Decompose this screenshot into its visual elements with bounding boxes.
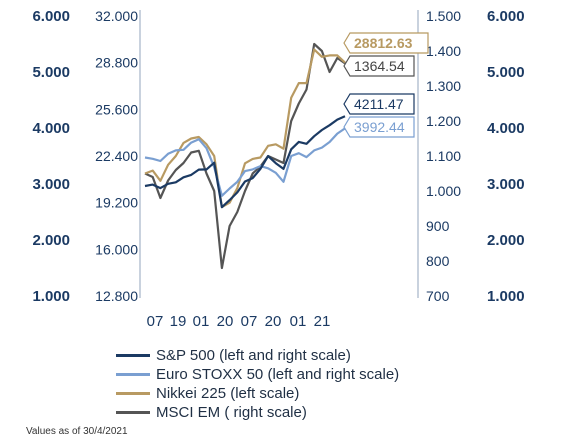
tick-label-inner-left-4: 19.200 (95, 195, 138, 211)
tick-label-inner-right-7: 800 (426, 253, 450, 269)
tick-label-outer-left-3: 3.000 (32, 176, 70, 193)
legend-item-nikkei: Nikkei 225 (left scale) (116, 384, 399, 403)
legend-swatch-sp500 (116, 354, 150, 357)
tick-label-outer-right-3: 3.000 (487, 176, 525, 193)
footnote: Values as of 30/4/2021 (26, 426, 128, 437)
end-label-text-2: 28812.63 (354, 35, 413, 51)
x-tick-label-6: 01 (290, 313, 307, 330)
tick-label-inner-right-4: 1.100 (426, 148, 461, 164)
end-label-2: 28812.63 (343, 32, 429, 54)
legend-label-eurostoxx: Euro STOXX 50 (left and right scale) (156, 366, 400, 383)
tick-label-outer-right-1: 5.000 (487, 64, 525, 81)
tick-label-outer-left-2: 4.000 (32, 120, 70, 137)
tick-label-outer-left-1: 5.000 (32, 64, 70, 81)
end-label-0: 4211.47 (343, 93, 415, 115)
end-label-text-0: 4211.47 (354, 96, 404, 112)
end-label-text-1: 3992.44 (354, 119, 405, 135)
legend-item-msciem: MSCI EM ( right scale) (116, 403, 399, 422)
series-line-1 (144, 127, 346, 197)
legend-swatch-eurostoxx (116, 373, 150, 376)
tick-label-inner-right-8: 700 (426, 288, 450, 304)
tick-label-inner-left-6: 12.800 (95, 288, 138, 304)
legend-label-msciem: MSCI EM ( right scale) (156, 404, 307, 421)
legend: S&P 500 (left and right scale) Euro STOX… (116, 346, 399, 422)
tick-label-inner-left-0: 32.000 (95, 8, 138, 24)
tick-label-outer-right-0: 6.000 (487, 8, 525, 25)
legend-item-eurostoxx: Euro STOXX 50 (left and right scale) (116, 365, 399, 384)
chart-canvas: 6.000 5.000 4.000 3.000 2.000 1.000 32.000 28.8… (32, 8, 525, 330)
legend-label-nikkei: Nikkei 225 (left scale) (156, 385, 300, 402)
tick-label-inner-left-5: 16.000 (95, 241, 138, 257)
legend-swatch-nikkei (116, 392, 150, 395)
tick-label-outer-right-5: 1.000 (487, 288, 525, 305)
x-tick-label-0: 07 (147, 313, 164, 330)
x-tick-label-1: 19 (170, 313, 187, 330)
legend-item-sp500: S&P 500 (left and right scale) (116, 346, 399, 365)
end-label-box-2 (343, 32, 429, 54)
tick-label-inner-left-1: 28.800 (95, 55, 138, 71)
tick-label-inner-right-5: 1.000 (426, 183, 461, 199)
tick-label-inner-left-3: 22.400 (95, 148, 138, 164)
tick-label-inner-left-2: 25.600 (95, 101, 138, 117)
tick-label-inner-right-0: 1.500 (426, 8, 461, 24)
tick-label-inner-right-3: 1.200 (426, 113, 461, 129)
end-label-text-3: 1364.54 (354, 58, 405, 74)
x-tick-label-5: 20 (265, 313, 282, 330)
legend-swatch-msciem (116, 411, 150, 414)
end-label-1: 3992.44 (343, 116, 415, 138)
tick-label-outer-left-0: 6.000 (32, 8, 70, 25)
x-tick-label-3: 20 (217, 313, 234, 330)
series-line-2 (144, 48, 346, 209)
end-label-3: 1364.54 (343, 55, 415, 77)
tick-label-outer-right-2: 4.000 (487, 120, 525, 137)
tick-label-outer-left-5: 1.000 (32, 288, 70, 305)
tick-label-inner-right-1: 1.400 (426, 43, 461, 59)
legend-label-sp500: S&P 500 (left and right scale) (156, 347, 351, 364)
end-label-box-3 (343, 55, 415, 77)
tick-label-inner-right-6: 900 (426, 218, 450, 234)
tick-label-inner-right-2: 1.300 (426, 78, 461, 94)
end-label-box-0 (343, 93, 415, 115)
tick-label-outer-right-4: 2.000 (487, 232, 525, 249)
x-tick-label-4: 07 (241, 313, 258, 330)
x-tick-label-2: 01 (193, 313, 210, 330)
end-label-box-1 (343, 116, 415, 138)
x-tick-label-7: 21 (314, 313, 331, 330)
tick-label-outer-left-4: 2.000 (32, 232, 70, 249)
series-line-0 (144, 115, 346, 209)
